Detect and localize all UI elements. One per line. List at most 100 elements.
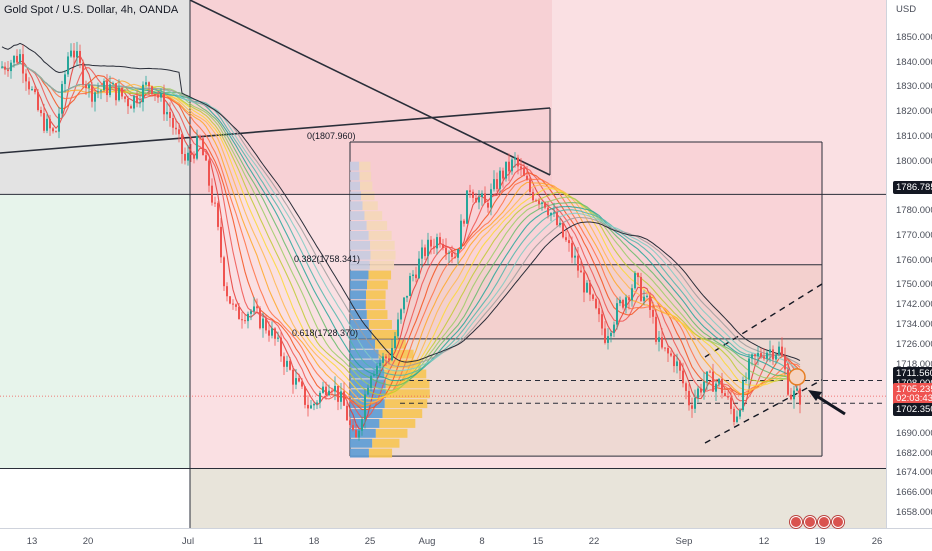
candle-body (715, 383, 717, 392)
channel-lower (704, 379, 823, 444)
candle-body (610, 332, 612, 337)
trendline-upper (189, 0, 551, 176)
arrow-head (808, 390, 822, 401)
volume-profile-bar (365, 300, 386, 310)
candle-body (343, 391, 345, 406)
candle-body (280, 337, 282, 357)
candle-body (778, 346, 780, 355)
fib-level-label: 0.382(1758.341) (294, 253, 361, 264)
candle-body (700, 388, 702, 393)
candle-body (619, 299, 621, 304)
candle-body (439, 237, 441, 245)
volume-profile-bar (350, 320, 369, 329)
candle-body (667, 347, 669, 354)
candle-body (583, 272, 585, 293)
price-axis[interactable] (886, 0, 932, 528)
candle-body (136, 95, 138, 104)
candle-body (406, 295, 408, 298)
volume-profile-bar (367, 280, 388, 290)
candle-body (481, 193, 483, 198)
time-tick-label: 11 (253, 536, 263, 547)
candle-body (442, 244, 444, 248)
candle-body (742, 380, 744, 411)
candle-body (181, 134, 183, 154)
candle-body (412, 274, 414, 276)
candle-body (184, 153, 186, 161)
volume-profile-bar (350, 290, 367, 300)
us-flag-icon[interactable] (832, 516, 844, 528)
candle-body (382, 356, 384, 363)
candle-body (454, 256, 456, 258)
candle-body (514, 157, 516, 160)
volume-profile-bar (378, 349, 414, 359)
price-label: 1786.785 (893, 181, 932, 194)
volume-profile-bar (370, 240, 395, 250)
price-tick-label: 1674.000 (896, 467, 932, 479)
candle-body (712, 371, 714, 392)
volume-profile-bar (350, 211, 365, 221)
us-flag-icon[interactable] (818, 516, 830, 528)
candle-body (244, 320, 246, 322)
candle-body (523, 168, 525, 176)
us-flag-icon[interactable] (804, 516, 816, 528)
economic-events[interactable] (790, 516, 844, 528)
candle-body (241, 319, 243, 321)
candle-body (31, 89, 33, 91)
candle-body (487, 202, 489, 208)
candle-body (160, 93, 162, 98)
candle-body (58, 113, 60, 132)
candle-body (616, 303, 618, 325)
volume-profile-bar (350, 161, 360, 171)
candle-body (463, 220, 465, 224)
price-tick-label: 1666.000 (896, 487, 932, 499)
ma-ribbon-line (1, 62, 801, 403)
candle-body (103, 81, 105, 91)
us-flag-icon[interactable] (790, 516, 802, 528)
candle-body (19, 54, 21, 63)
candle-body (226, 286, 228, 297)
candle-body (691, 405, 693, 409)
time-tick-label: 13 (26, 536, 38, 547)
candle-body (22, 54, 24, 74)
candle-body (733, 408, 735, 422)
candle-body (637, 273, 639, 278)
candle-body (592, 294, 594, 299)
volume-profile-bar (350, 240, 371, 250)
candle-body (496, 179, 498, 189)
volume-profile-bar (382, 409, 423, 418)
candle-body (646, 295, 648, 297)
candle-body (265, 318, 267, 331)
candle-body (28, 81, 30, 90)
price-tick-label: 1840.000 (896, 56, 932, 68)
candle-body (10, 62, 12, 72)
candle-body (166, 111, 168, 115)
candle-body (349, 420, 351, 426)
time-tick-label: 12 (758, 536, 770, 547)
time-tick-label: Jul (181, 536, 195, 547)
price-chart[interactable] (0, 0, 886, 528)
trendline-lower (0, 107, 551, 154)
time-axis[interactable] (0, 528, 932, 551)
candle-body (340, 391, 342, 402)
candle-body (748, 358, 750, 380)
candle-body (460, 220, 462, 250)
time-tick-label: 8 (479, 536, 485, 547)
volume-profile-bar (350, 280, 368, 290)
volume-profile-bar (350, 409, 383, 418)
candle-body (736, 416, 738, 422)
candle-body (4, 66, 6, 70)
candle-body (238, 306, 240, 320)
candle-body (61, 84, 63, 114)
volume-profile-bar (359, 161, 371, 171)
volume-profile-bar (350, 250, 371, 260)
candle-body (793, 390, 795, 400)
volume-profile-bar (385, 389, 430, 399)
candle-body (49, 118, 51, 129)
candle-body (94, 92, 96, 102)
volume-profile-bar (350, 181, 361, 191)
candle-body (145, 82, 147, 85)
candle-body (577, 255, 579, 271)
candle-body (205, 155, 207, 161)
candle-body (562, 222, 564, 238)
